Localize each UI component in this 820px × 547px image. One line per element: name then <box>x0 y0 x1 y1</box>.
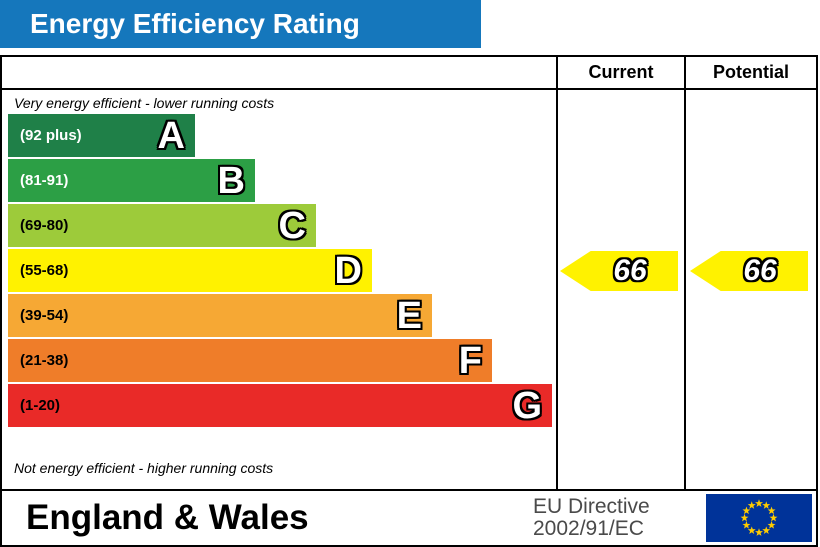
column-divider <box>556 57 558 489</box>
band-range-label: (92 plus) <box>20 127 82 144</box>
bottom-note: Not energy efficient - higher running co… <box>14 460 274 476</box>
eu-flag <box>706 494 812 542</box>
footer: England & Wales EU Directive 2002/91/EC <box>0 489 818 547</box>
page-title: Energy Efficiency Rating <box>30 8 360 39</box>
band-e: (39-54) E <box>8 294 432 337</box>
current-rating-value: 66 <box>613 254 647 287</box>
band-letter: F <box>458 339 482 382</box>
band-range-label: (1-20) <box>20 397 61 414</box>
title-bar: Energy Efficiency Rating <box>0 0 481 48</box>
band-range-label: (55-68) <box>20 262 69 279</box>
band-range-label: (81-91) <box>20 172 69 189</box>
band-range-label: (21-38) <box>20 352 69 369</box>
column-divider <box>684 57 686 489</box>
band-g: (1-20) G <box>8 384 552 427</box>
rating-chart: Current Potential Very energy efficient … <box>0 55 818 491</box>
eu-directive-line1: EU Directive <box>533 495 650 518</box>
top-note: Very energy efficient - lower running co… <box>14 95 275 111</box>
band-a: (92 plus) A <box>8 114 195 157</box>
eu-directive-line2: 2002/91/EC <box>533 517 644 540</box>
header-separator <box>2 88 816 90</box>
band-d: (55-68) D <box>8 249 372 292</box>
band-letter: C <box>278 204 306 247</box>
band-letter: E <box>396 294 422 337</box>
column-header-potential: Potential <box>712 62 789 82</box>
band-letter: G <box>512 384 542 427</box>
band-letter: B <box>217 159 245 202</box>
current-rating-arrow: 66 <box>560 251 678 291</box>
potential-rating-value: 66 <box>743 254 777 287</box>
band-letter: A <box>157 114 185 157</box>
eu-directive-text: EU Directive 2002/91/EC <box>533 496 650 540</box>
band-letter: D <box>334 249 362 292</box>
band-range-label: (39-54) <box>20 307 69 324</box>
potential-rating-arrow: 66 <box>690 251 808 291</box>
band-b: (81-91) B <box>8 159 255 202</box>
column-header-current: Current <box>588 62 654 82</box>
band-f: (21-38) F <box>8 339 492 382</box>
region-title: England & Wales <box>26 498 309 537</box>
band-c: (69-80) C <box>8 204 316 247</box>
band-range-label: (69-80) <box>20 217 69 234</box>
